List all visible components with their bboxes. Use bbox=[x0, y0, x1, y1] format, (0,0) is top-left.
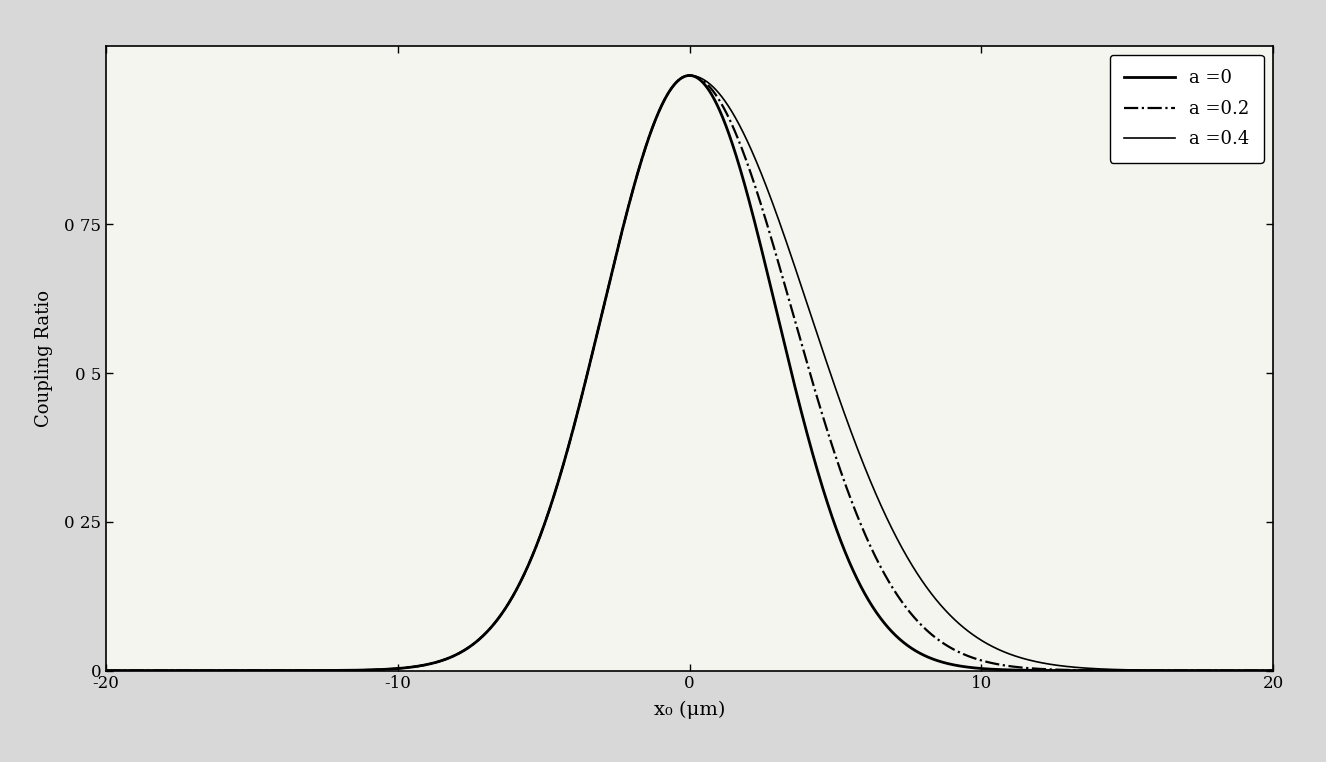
a =0 bbox=[301, 666, 317, 675]
a =0.4 bbox=[231, 666, 247, 675]
a =0.2 bbox=[231, 666, 247, 675]
a =0 bbox=[1116, 666, 1132, 675]
a =0.4 bbox=[301, 666, 317, 675]
Line: a =0.2: a =0.2 bbox=[106, 75, 1273, 671]
a =0 bbox=[597, 300, 613, 309]
a =0 bbox=[231, 666, 247, 675]
a =0.4 bbox=[1242, 666, 1258, 675]
a =0.4 bbox=[1265, 666, 1281, 675]
a =0 bbox=[1265, 666, 1281, 675]
a =0 bbox=[1242, 666, 1258, 675]
Y-axis label: Coupling Ratio: Coupling Ratio bbox=[34, 290, 53, 427]
a =0.2 bbox=[1265, 666, 1281, 675]
a =0.4 bbox=[545, 492, 561, 501]
Line: a =0.4: a =0.4 bbox=[106, 75, 1273, 671]
a =0.2 bbox=[545, 492, 561, 501]
Legend: a =0, a =0.2, a =0.4: a =0, a =0.2, a =0.4 bbox=[1110, 55, 1264, 163]
a =0.4 bbox=[1116, 665, 1132, 674]
a =0.2 bbox=[682, 71, 697, 80]
a =0 bbox=[98, 666, 114, 675]
a =0 bbox=[545, 492, 561, 501]
Line: a =0: a =0 bbox=[106, 75, 1273, 671]
a =0.4 bbox=[682, 71, 697, 80]
a =0.2 bbox=[597, 300, 613, 309]
a =0.4 bbox=[98, 666, 114, 675]
a =0.4 bbox=[597, 300, 613, 309]
a =0 bbox=[682, 71, 697, 80]
a =0.2 bbox=[1242, 666, 1258, 675]
X-axis label: x₀ (μm): x₀ (μm) bbox=[654, 701, 725, 719]
a =0.2 bbox=[98, 666, 114, 675]
a =0.2 bbox=[301, 666, 317, 675]
a =0.2 bbox=[1116, 666, 1132, 675]
